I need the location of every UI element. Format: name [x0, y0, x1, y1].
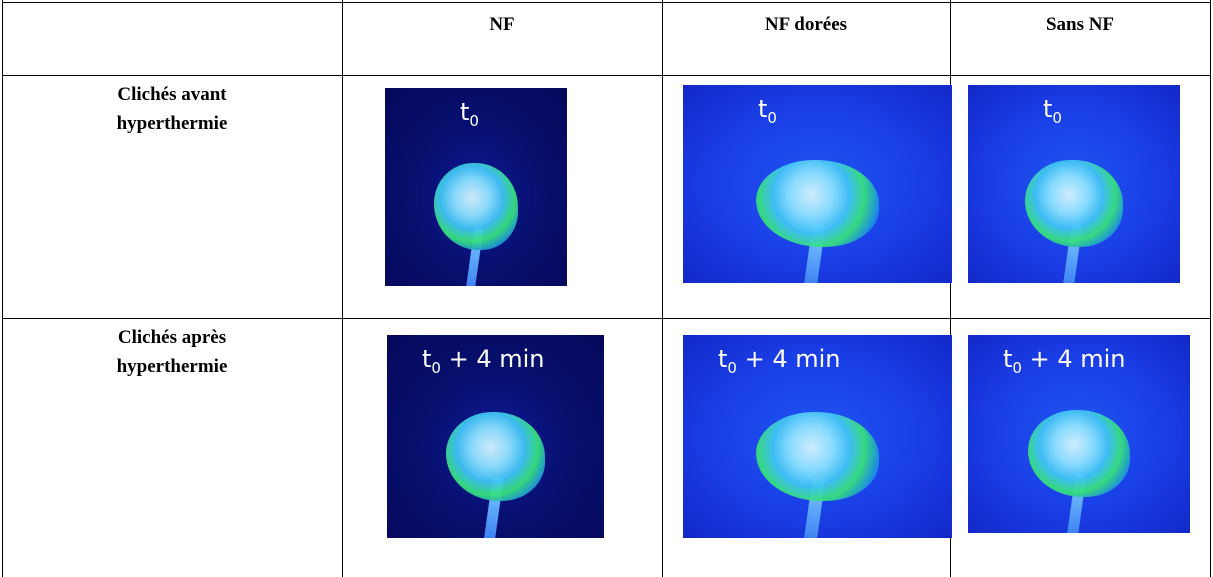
time-symbol: t [758, 95, 768, 123]
time-label: t0 [1043, 95, 1062, 127]
table-border [950, 0, 951, 577]
table-border [342, 0, 343, 577]
object [445, 412, 546, 502]
time-symbol: t [1043, 95, 1053, 123]
time-subscript: 0 [727, 358, 737, 377]
time-label: t0 [758, 95, 777, 127]
thermal-image: t0 [968, 85, 1180, 283]
thermal-image: t0 + 4 min [387, 335, 604, 538]
time-symbol: t [718, 345, 728, 373]
table-border [2, 318, 1210, 319]
time-label: t0 + 4 min [718, 345, 841, 377]
time-subscript: 0 [767, 108, 777, 127]
table-border [2, 75, 1210, 76]
column-header: NF dorées [764, 14, 848, 35]
time-offset: + 4 min [736, 345, 841, 373]
time-symbol: t [460, 98, 470, 126]
column-header: NF [489, 14, 515, 35]
table-border [2, 2, 1210, 3]
thermal-image: t0 [385, 88, 567, 286]
object [434, 163, 518, 251]
row-label-line: hyperthermie [116, 356, 228, 377]
table-border [2, 0, 3, 577]
time-offset: + 4 min [440, 345, 545, 373]
time-subscript: 0 [1012, 358, 1022, 377]
object [1025, 160, 1123, 248]
time-label: t0 [460, 98, 479, 130]
thermal-image: t0 + 4 min [968, 335, 1190, 533]
table-border [662, 0, 663, 577]
object [1027, 410, 1131, 498]
time-symbol: t [422, 345, 432, 373]
object [755, 412, 880, 502]
thermal-image: t0 + 4 min [683, 335, 952, 538]
thermal-image: t0 [683, 85, 952, 283]
row-label-line: Clichés avant [117, 84, 227, 105]
time-label: t0 + 4 min [1003, 345, 1126, 377]
time-symbol: t [1003, 345, 1013, 373]
row-label-line: hyperthermie [116, 113, 228, 134]
time-subscript: 0 [469, 111, 479, 130]
row-label-line: Clichés après [117, 327, 227, 348]
object [755, 160, 880, 248]
time-subscript: 0 [431, 358, 441, 377]
time-offset: + 4 min [1021, 345, 1126, 373]
time-label: t0 + 4 min [422, 345, 545, 377]
row-label: Clichés avant hyperthermie [2, 80, 342, 138]
table-border [1210, 0, 1211, 577]
row-label: Clichés après hyperthermie [2, 323, 342, 381]
time-subscript: 0 [1052, 108, 1062, 127]
column-header: Sans NF [1045, 14, 1115, 35]
